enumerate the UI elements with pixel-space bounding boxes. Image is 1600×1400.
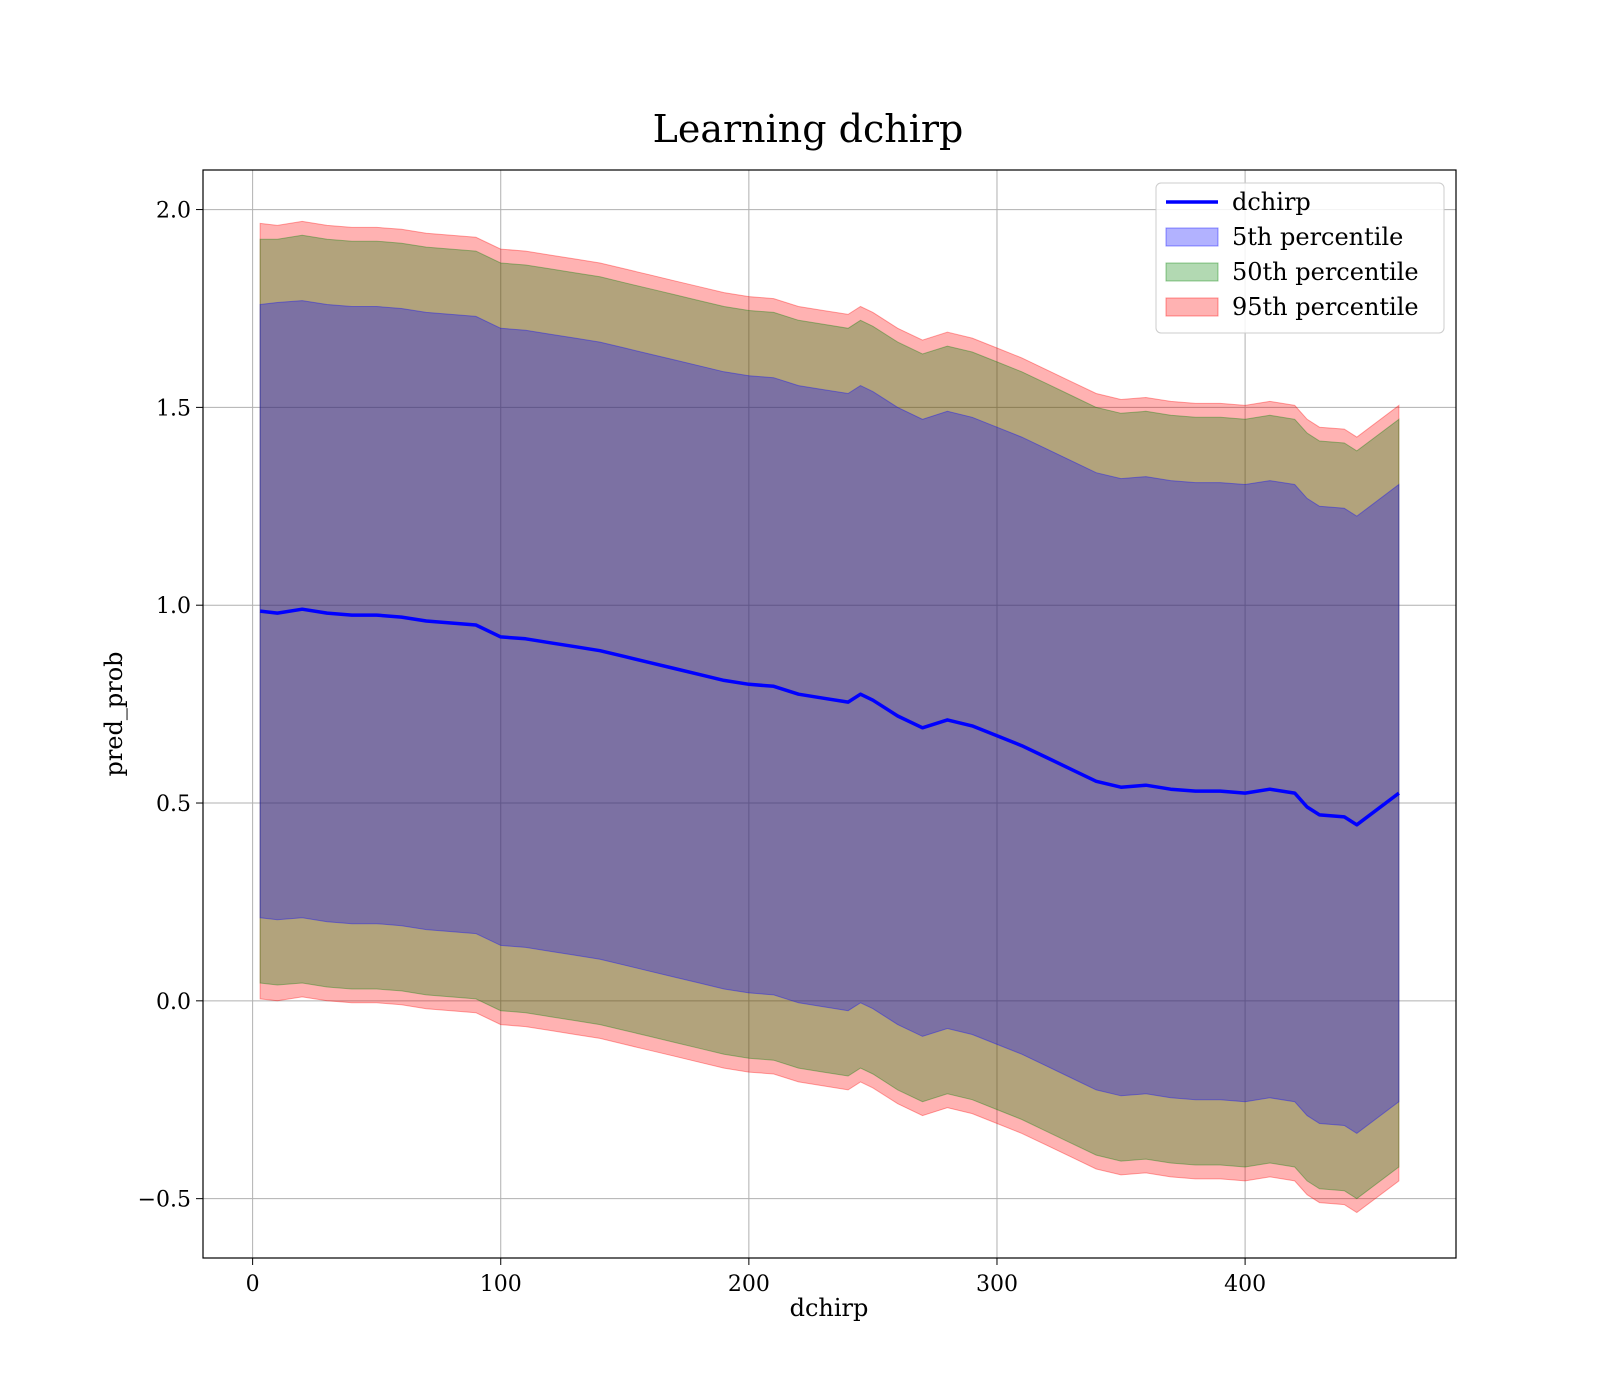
y-tick-label: 0.0 — [156, 990, 191, 1015]
legend-box — [1155, 182, 1445, 334]
plot-area: 0 100 200 300 400 −0.5 0.0 0.5 1.0 1.5 2.0 — [138, 169, 1457, 1297]
y-tick-label: 0.5 — [156, 792, 191, 817]
x-tick-label: 200 — [728, 1272, 770, 1297]
x-tick-label: 400 — [1224, 1272, 1266, 1297]
legend-swatch-band — [1165, 297, 1219, 317]
legend-swatch-band — [1165, 227, 1219, 247]
x-axis-label: dchirp — [790, 1294, 869, 1322]
band-95th-percentile — [259, 220, 1400, 1214]
legend-swatch-band — [1165, 262, 1219, 282]
legend-label: 5th percentile — [1232, 223, 1403, 251]
y-axis-ticks: −0.5 0.0 0.5 1.0 1.5 2.0 — [138, 199, 203, 1213]
legend-items: dchirp 5th percentile 50th percentile 95th … — [1165, 188, 1419, 321]
y-tick-label: 1.0 — [156, 594, 191, 619]
y-axis-label: pred_prob — [100, 651, 128, 776]
y-tick-label: −0.5 — [138, 1188, 191, 1213]
line-dchirp — [259, 607, 1400, 827]
x-tick-label: 100 — [480, 1272, 522, 1297]
axes-frame — [202, 169, 1457, 1259]
percentile-bands — [259, 220, 1400, 1214]
x-tick-label: 300 — [976, 1272, 1018, 1297]
data-lines — [259, 607, 1400, 827]
legend-label: 95th percentile — [1232, 293, 1419, 321]
x-tick-label: 0 — [246, 1272, 260, 1297]
y-tick-label: 2.0 — [156, 199, 191, 224]
chart-title: Learning dchirp — [653, 107, 964, 151]
band-50th-percentile — [259, 234, 1400, 1200]
band-5th-percentile — [259, 300, 1400, 1135]
legend: dchirp 5th percentile 50th percentile 95th … — [1155, 182, 1445, 334]
legend-label: 50th percentile — [1232, 258, 1419, 286]
y-tick-label: 1.5 — [156, 396, 191, 421]
x-axis-ticks: 0 100 200 300 400 — [246, 1258, 1266, 1297]
legend-label: dchirp — [1232, 188, 1311, 216]
